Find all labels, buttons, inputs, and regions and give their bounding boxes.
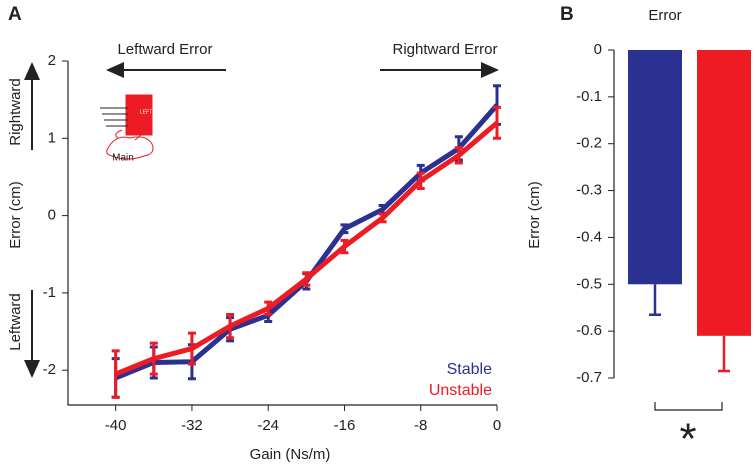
significance-bracket — [654, 402, 723, 411]
legend-entry: Stable — [447, 361, 492, 378]
icon-label: Main — [112, 153, 134, 164]
annotation: Leftward — [7, 293, 24, 351]
error-bar — [649, 284, 661, 316]
legend-entry: Unstable — [429, 382, 492, 399]
series-line — [114, 103, 499, 381]
x-tick-label: -8 — [414, 417, 427, 434]
x-tick-label: -32 — [181, 417, 203, 434]
x-tick-label: -40 — [105, 417, 127, 434]
y-tick-label: 0 — [594, 41, 602, 58]
y-tick-label: -0.5 — [576, 275, 602, 292]
x-tick-label: -24 — [257, 417, 279, 434]
x-tick-label: -16 — [334, 417, 356, 434]
significance: * — [679, 415, 696, 464]
y-tick-label: -2 — [43, 361, 56, 378]
y-tick-label: -1 — [43, 284, 56, 301]
x-axis-label: Gain (Ns/m) — [250, 446, 331, 463]
panel-label: A — [8, 4, 22, 25]
icon-label: LEFT — [140, 109, 152, 115]
y-axis-label: Error (cm) — [7, 181, 24, 249]
y-tick-label: 1 — [48, 129, 56, 146]
error-bar — [493, 105, 501, 140]
annotation: Rightward — [7, 78, 24, 146]
y-tick-label: -0.7 — [576, 369, 602, 386]
y-tick-label: 2 — [48, 52, 56, 69]
series-line — [114, 120, 499, 377]
bar — [697, 50, 751, 336]
axis-line — [67, 61, 497, 406]
error-bar — [718, 335, 730, 373]
annotation: Rightward Error — [392, 41, 497, 58]
y-axis-label: Error (cm) — [526, 181, 543, 249]
y-tick-label: -0.3 — [576, 182, 602, 199]
y-tick-label: -0.1 — [576, 88, 602, 105]
x-tick-label: 0 — [493, 417, 501, 434]
chart-title: Error — [648, 7, 681, 24]
y-tick-label: -0.2 — [576, 135, 602, 152]
icon — [100, 94, 154, 160]
panel-label: B — [560, 4, 574, 25]
annotation: Leftward Error — [117, 41, 212, 58]
y-tick-label: -0.4 — [576, 228, 602, 245]
y-tick-label: 0 — [48, 207, 56, 224]
y-tick-label: -0.6 — [576, 322, 602, 339]
bar — [628, 50, 682, 285]
